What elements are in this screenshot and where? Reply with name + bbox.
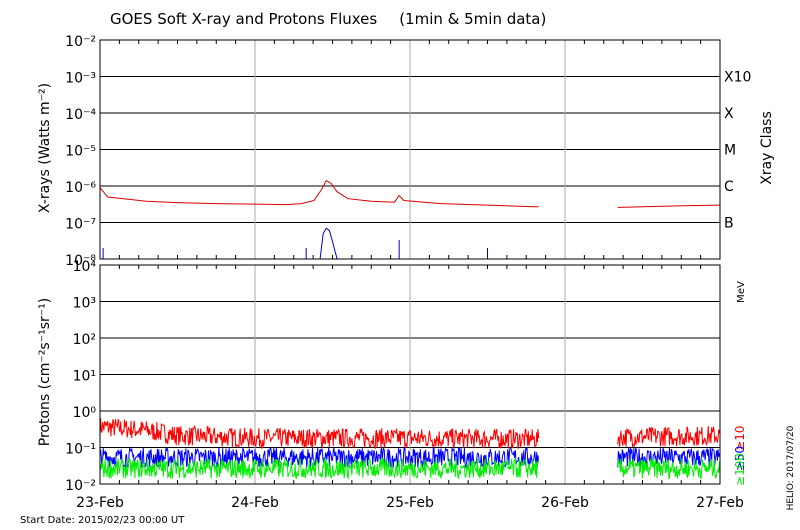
p0-frame <box>99 39 721 260</box>
p0-ytick-label-6: 10⁻² <box>65 34 96 50</box>
p0-ytick-label-2: 10⁻⁶ <box>65 180 96 196</box>
p0-ytick-label-5: 10⁻³ <box>65 71 96 87</box>
xray-class-label-0: B <box>724 216 734 232</box>
p1-legend-2: ≥100 <box>733 453 747 486</box>
p0-ytick-label-0: 10⁻⁸ <box>65 253 96 269</box>
proton-panel: 10⁻² 10⁻¹ 10⁰ 10¹ 10² 10³ 10⁴ ≥10≥50≥100 <box>65 259 747 494</box>
xray-class-label-1: C <box>724 179 734 195</box>
title-sub: (1min & 5min data) <box>399 10 546 28</box>
p0-ytick-label-4: 10⁻⁴ <box>65 107 96 123</box>
p1-ytick-label-4: 10² <box>73 332 96 348</box>
p0-series-0-seg-1 <box>617 204 721 208</box>
xray-class-label-2: M <box>724 143 736 159</box>
xray-class-label-3: X <box>724 106 734 122</box>
p1-ytick-label-3: 10¹ <box>73 369 96 385</box>
p1-ytick-label-6: 10⁴ <box>73 259 97 275</box>
x-tick-label-3: 26-Feb <box>541 495 589 511</box>
p1-ytick-label-0: 10⁻² <box>65 478 96 494</box>
xray-class-axis-title: Xray Class <box>759 111 775 185</box>
p0-series-1-seg-0 <box>319 227 338 260</box>
proton-y-axis-title: Protons (cm⁻²s⁻¹sr⁻¹) <box>37 298 53 447</box>
start-date-label: Start Date: 2015/02/23 00:00 UT <box>20 515 185 526</box>
p1-frame <box>99 264 721 485</box>
p1-ytick-label-5: 10³ <box>73 296 96 312</box>
x-tick-label-1: 24-Feb <box>231 495 279 511</box>
p1-series-0-seg-1 <box>617 426 721 448</box>
x-tick-label-0: 23-Feb <box>76 495 124 511</box>
xray-panel: 10⁻⁸ 10⁻⁷ 10⁻⁶ 10⁻⁵ 10⁻⁴ 10⁻³ 10⁻² B C M X X10 <box>65 34 751 269</box>
title-main: GOES Soft X-ray and Protons Fluxes <box>110 10 377 28</box>
p0-ytick-label-1: 10⁻⁷ <box>65 217 96 233</box>
p0-series-0-seg-0 <box>99 180 539 208</box>
x-tick-label-2: 25-Feb <box>386 495 434 511</box>
p1-series-2-seg-0 <box>99 456 540 480</box>
x-axis: 23-Feb 24-Feb 25-Feb 26-Feb 27-Feb <box>76 495 744 511</box>
x-tick-label-4: 27-Feb <box>696 495 744 511</box>
credit-label: HELIO: 2017/07/20 <box>786 425 796 510</box>
xray-y-axis-title: X-rays (Watts m⁻²) <box>37 83 53 213</box>
chart-title: GOES Soft X-ray and Protons Fluxes (1min … <box>110 10 546 28</box>
p1-ytick-label-2: 10⁰ <box>73 405 97 421</box>
p1-legend-0: ≥10 <box>733 426 747 451</box>
p1-series-0-seg-0 <box>99 418 540 450</box>
p0-ytick-label-3: 10⁻⁵ <box>65 144 96 160</box>
energy-unit-label: MeV <box>736 281 747 303</box>
xray-class-label-4: X10 <box>724 70 751 86</box>
p1-series-1-seg-1 <box>617 447 721 468</box>
p1-series-1-seg-0 <box>99 446 540 469</box>
p1-series-2-seg-1 <box>617 457 721 480</box>
p1-ytick-label-1: 10⁻¹ <box>65 442 96 458</box>
p1-legend-1: ≥50 <box>733 446 747 471</box>
